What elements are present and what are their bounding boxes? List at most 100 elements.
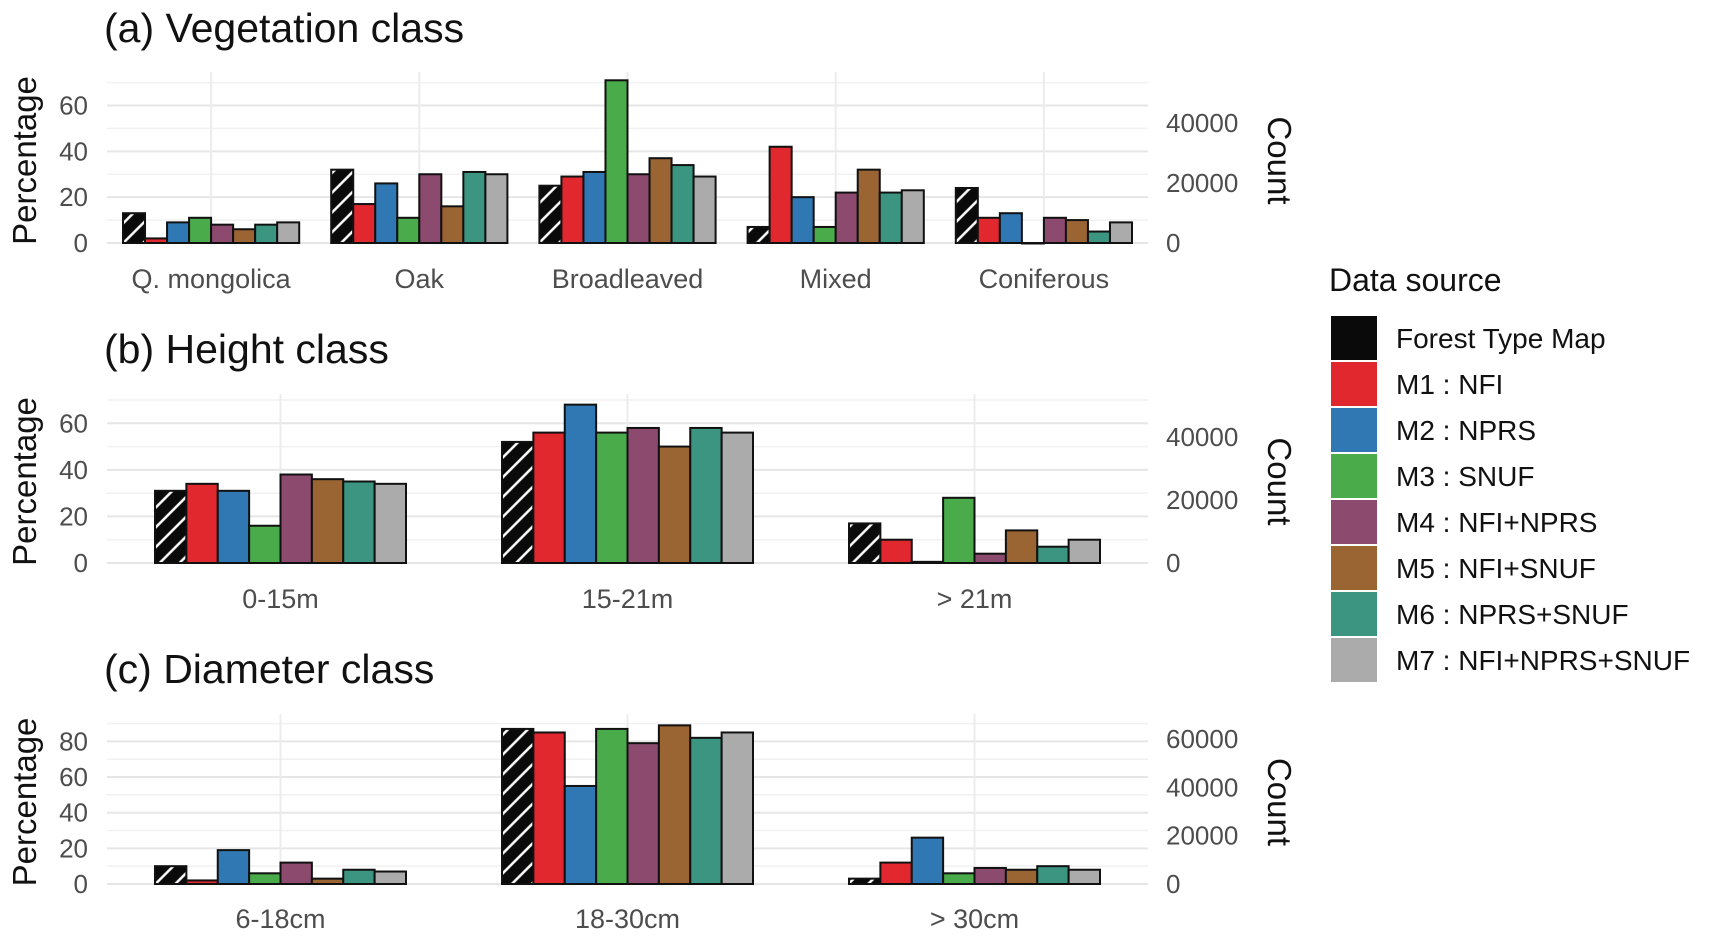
bar — [879, 861, 913, 886]
y2-tick-label: 20000 — [1166, 821, 1238, 851]
x-tick-label: > 30cm — [930, 904, 1019, 934]
legend-swatch — [1331, 592, 1377, 636]
panel-title: (b) Height class — [104, 326, 389, 372]
y-tick-label: 40 — [59, 455, 88, 485]
panel-title: (c) Diameter class — [104, 646, 434, 692]
panel-diameter-class: (c) Diameter class 0 20 40 60 80 0 20000 40000 60… — [6, 646, 1298, 934]
bar — [563, 403, 598, 564]
x-tick-label: 6-18cm — [235, 904, 325, 934]
bar — [1036, 865, 1070, 885]
y-tick-label: 0 — [74, 228, 88, 258]
legend-swatch — [1331, 454, 1377, 498]
y2-axis-title: Count — [1261, 437, 1298, 525]
bar — [1086, 230, 1111, 245]
legend-label: M1 : NFI — [1396, 369, 1503, 400]
bar — [248, 872, 282, 885]
bar — [648, 157, 673, 244]
bar — [720, 731, 754, 886]
bar — [532, 731, 566, 886]
bar — [973, 866, 1007, 886]
y2-tick-label: 60000 — [1166, 724, 1238, 754]
bar — [248, 524, 282, 564]
y-tick-label: 60 — [59, 762, 88, 792]
bar — [976, 216, 1001, 245]
bar — [910, 836, 945, 885]
bar — [1004, 868, 1039, 886]
legend: Data source Forest Type Map M1 : NFI M2 : … — [1329, 262, 1690, 682]
x-tick-label: Mixed — [800, 264, 872, 294]
bar-hatch — [850, 524, 880, 562]
panel-vegetation-class: (a) Vegetation class 0 20 40 60 0 20000 40000 Pe… — [6, 5, 1298, 294]
y-tick-label: 20 — [59, 833, 88, 863]
bar — [1042, 216, 1067, 245]
bar — [279, 861, 313, 886]
panel-height-class: (b) Height class 0 20 40 60 0 20000 40000 Percen… — [6, 326, 1298, 614]
bar — [582, 170, 607, 244]
bar — [310, 478, 345, 564]
y2-tick-label: 0 — [1166, 869, 1180, 899]
bar — [692, 175, 717, 245]
bar — [1067, 538, 1101, 565]
legend-swatch — [1331, 362, 1377, 406]
bar — [879, 538, 913, 565]
legend-swatch — [1331, 546, 1377, 590]
bar-hatch — [540, 186, 561, 242]
bar — [374, 182, 399, 245]
bar — [689, 736, 723, 886]
bar — [188, 216, 213, 245]
bar-hatch — [156, 491, 186, 562]
bar — [657, 445, 692, 565]
y-axis-title: Percentage — [6, 76, 43, 245]
bar — [185, 879, 219, 885]
x-tick-label: Broadleaved — [552, 264, 704, 294]
bar — [342, 868, 376, 886]
bar — [942, 872, 976, 885]
bar — [1067, 868, 1101, 886]
y-tick-label: 20 — [59, 182, 88, 212]
bar-hatch — [956, 189, 977, 242]
legend-label: M5 : NFI+SNUF — [1396, 553, 1596, 584]
bar — [900, 189, 925, 245]
bar — [1064, 219, 1089, 244]
x-tick-label: Coniferous — [979, 264, 1110, 294]
x-tick-label: Q. mongolica — [132, 264, 292, 294]
bar — [1004, 529, 1039, 565]
y2-tick-label: 0 — [1166, 548, 1180, 578]
y2-tick-label: 40000 — [1166, 108, 1238, 138]
bar — [910, 560, 945, 564]
bar — [373, 870, 407, 885]
legend-swatch — [1331, 408, 1377, 452]
bar — [396, 216, 421, 245]
bar — [418, 173, 443, 244]
bar — [216, 849, 251, 885]
bar — [689, 426, 723, 565]
bar — [279, 473, 313, 564]
bar — [768, 145, 793, 244]
x-tick-label: 15-21m — [582, 584, 674, 614]
bar — [440, 205, 465, 244]
bar — [563, 784, 598, 886]
bar — [185, 482, 219, 565]
y-tick-label: 80 — [59, 726, 88, 756]
bar — [342, 480, 376, 564]
bar-hatch — [156, 867, 186, 883]
y-tick-label: 60 — [59, 408, 88, 438]
bar — [595, 431, 629, 564]
bar — [1020, 242, 1045, 245]
bar — [254, 223, 279, 245]
bar — [1036, 545, 1070, 565]
panel-title: (a) Vegetation class — [104, 5, 464, 51]
y2-tick-label: 20000 — [1166, 485, 1238, 515]
y-axis-title: Percentage — [6, 718, 43, 887]
legend-swatch — [1331, 638, 1377, 682]
bar — [720, 431, 754, 564]
bar — [604, 79, 629, 244]
bar-hatch — [332, 170, 353, 242]
bar — [595, 727, 629, 885]
bar — [232, 228, 257, 244]
bar — [532, 431, 566, 564]
bar-hatch — [850, 879, 880, 883]
y2-axis-title: Count — [1261, 116, 1298, 204]
y-tick-label: 40 — [59, 136, 88, 166]
y2-tick-label: 40000 — [1166, 772, 1238, 802]
